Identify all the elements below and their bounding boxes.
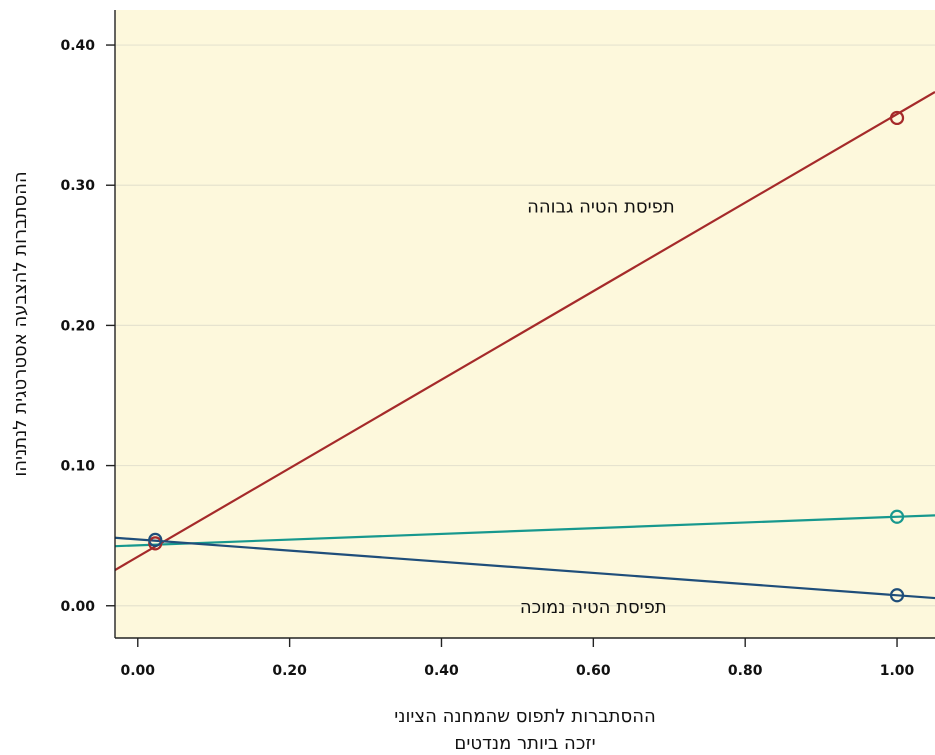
series-2-line — [114, 514, 935, 548]
series-3-point — [889, 588, 905, 603]
x-tick-label: 0.80 — [728, 663, 763, 679]
series-lines — [114, 91, 935, 600]
series-3-line — [114, 536, 935, 600]
y-tick-label: 0.10 — [60, 459, 95, 475]
series-annotation: תפיסת הטיה נמוכה — [520, 597, 667, 618]
series-annotation: תפיסת הטיה גבוהה — [527, 196, 675, 217]
x-axis-title-line: יזכה ביותר מנדטים — [454, 733, 595, 754]
x-axis-title-line: ההסתברות לתפוס שהמחנה הציוני — [394, 706, 655, 727]
x-tick-label: 0.20 — [272, 663, 307, 679]
y-tick-label: 0.30 — [60, 178, 95, 194]
axes — [106, 10, 935, 647]
x-tick-label: 0.60 — [576, 663, 611, 679]
series-points — [148, 110, 905, 603]
annotations: תפיסת הטיה גבוהה תפיסת הטיה נמוכה — [520, 196, 675, 618]
axis-titles: ההסתברות לתפוס שהמחנה הציוני יזכה ביותר מ… — [10, 171, 656, 754]
series-3-point — [148, 532, 163, 547]
x-tick-label: 0.00 — [121, 663, 156, 679]
grid-lines — [115, 44, 935, 607]
x-tick-label: 1.00 — [880, 663, 915, 679]
plot-background — [115, 10, 935, 638]
y-tick-label: 0.40 — [60, 38, 95, 54]
y-tick-label: 0.20 — [60, 318, 95, 334]
series-2-point — [889, 509, 905, 524]
series-1-line — [114, 91, 935, 571]
tick-labels: 0.00 0.10 0.20 0.30 0.40 0.00 0.20 0.40 0.60 0.80… — [60, 38, 914, 679]
series-1-point — [889, 110, 905, 126]
x-tick-label: 0.40 — [424, 663, 459, 679]
y-tick-label: 0.00 — [60, 599, 95, 615]
y-axis-title: ההסתברות להצבעה אסטרטגית לנתניהו — [10, 171, 31, 476]
